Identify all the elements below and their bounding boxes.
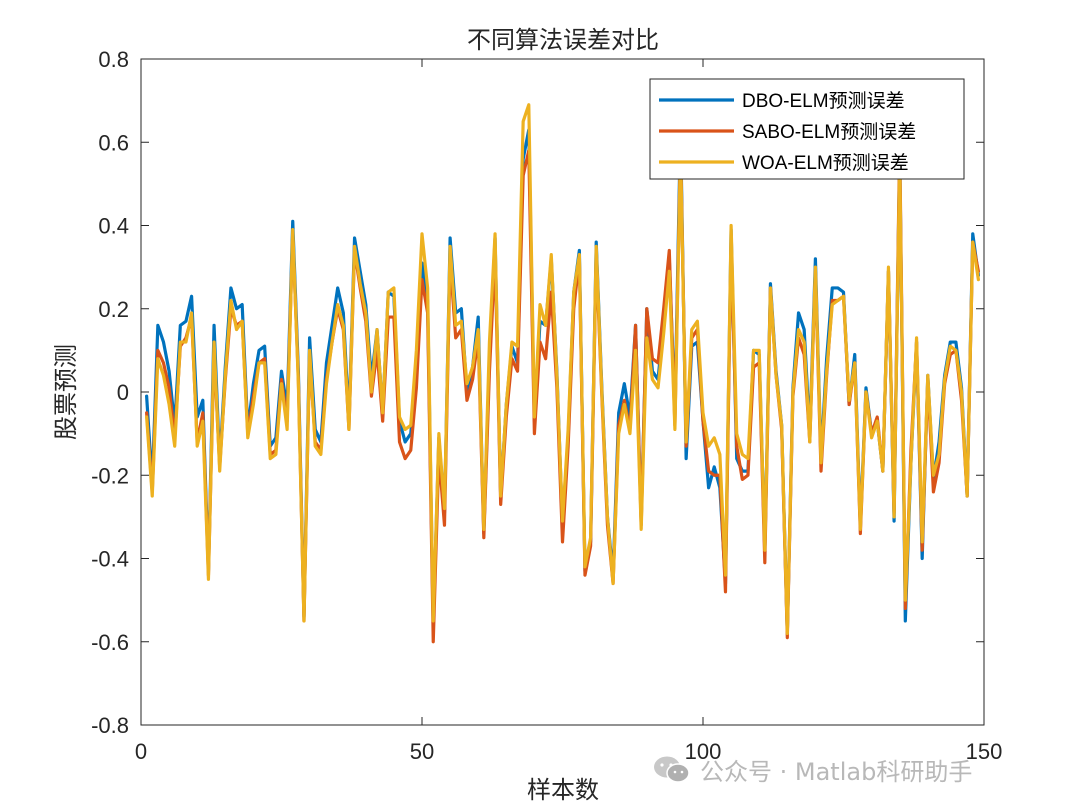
legend-label-sabo: SABO-ELM预测误差 <box>742 121 916 143</box>
y-tick-label: 0.8 <box>98 47 129 72</box>
watermark: 公众号 · Matlab科研助手 <box>652 752 972 787</box>
y-tick-label: 0 <box>117 380 129 405</box>
series-line-woa <box>145 103 980 636</box>
wechat-icon <box>654 756 690 783</box>
x-tick-label: 0 <box>135 739 147 764</box>
legend: DBO-ELM预测误差 SABO-ELM预测误差 WOA-ELM预测误差 <box>649 78 965 180</box>
legend-label-dbo: DBO-ELM预测误差 <box>742 90 905 112</box>
axis-ticks: 0 50 100 150 -0.8 -0.6 -0.4 -0.2 0 0.2 0.4 0.6 0.8 <box>91 47 1002 764</box>
x-axis-title: 样本数 <box>527 776 599 804</box>
watermark-text: 公众号 · Matlab科研助手 <box>700 758 973 786</box>
y-tick-label: -0.2 <box>91 463 129 488</box>
x-tick-label: 100 <box>685 739 722 764</box>
series-layer <box>145 103 980 644</box>
legend-label-woa: WOA-ELM预测误差 <box>742 152 909 174</box>
x-tick-label: 150 <box>966 739 1003 764</box>
y-tick-label: -0.4 <box>91 547 129 572</box>
y-tick-label: -0.6 <box>91 630 129 655</box>
x-tick-label: 50 <box>410 739 434 764</box>
y-tick-label: -0.8 <box>91 713 129 738</box>
y-axis-title: 股票预测 <box>52 344 80 440</box>
y-tick-label: 0.4 <box>98 214 129 239</box>
chart-title: 不同算法误差对比 <box>467 26 659 54</box>
y-tick-label: 0.2 <box>98 297 129 322</box>
y-tick-label: 0.6 <box>98 130 129 155</box>
